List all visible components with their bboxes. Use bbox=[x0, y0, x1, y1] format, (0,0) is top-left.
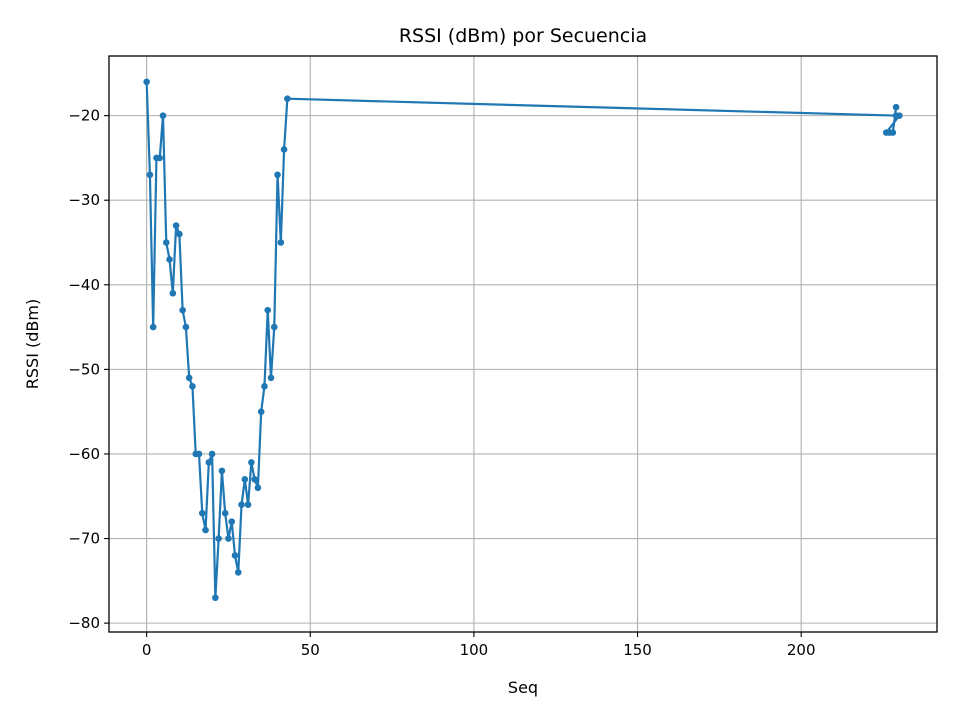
data-point bbox=[166, 256, 173, 263]
chart-title: RSSI (dBm) por Secuencia bbox=[399, 25, 647, 47]
data-point bbox=[159, 112, 167, 119]
x-tick-label: 100 bbox=[460, 641, 489, 659]
series-layer bbox=[143, 78, 903, 602]
data-point bbox=[896, 112, 903, 119]
y-tick-label: −40 bbox=[68, 276, 100, 294]
grid bbox=[109, 56, 937, 632]
data-point bbox=[182, 323, 190, 331]
data-point bbox=[261, 382, 268, 390]
data-point bbox=[270, 323, 278, 331]
data-point bbox=[212, 594, 219, 602]
data-point bbox=[241, 476, 249, 483]
data-point bbox=[198, 509, 206, 517]
data-point bbox=[264, 306, 272, 314]
data-point bbox=[218, 467, 226, 475]
data-point bbox=[221, 509, 229, 517]
data-point bbox=[189, 382, 196, 390]
data-point bbox=[274, 171, 281, 179]
data-point bbox=[248, 459, 255, 466]
data-point bbox=[202, 526, 209, 534]
y-tick-label: −30 bbox=[68, 191, 100, 209]
data-point bbox=[208, 450, 216, 458]
x-tick-label: 200 bbox=[787, 641, 816, 659]
data-point bbox=[169, 289, 177, 297]
data-point bbox=[143, 78, 150, 86]
data-point bbox=[162, 239, 170, 246]
data-point bbox=[267, 374, 275, 382]
data-point bbox=[172, 222, 180, 229]
data-point bbox=[231, 552, 239, 559]
data-point bbox=[892, 103, 900, 111]
data-point bbox=[280, 146, 288, 153]
data-point bbox=[225, 535, 232, 542]
data-point bbox=[149, 323, 157, 331]
y-tick-label: −50 bbox=[68, 360, 100, 378]
data-point bbox=[156, 154, 164, 162]
data-point bbox=[185, 374, 193, 382]
x-tick-label: 0 bbox=[142, 641, 152, 659]
y-tick-label: −60 bbox=[68, 445, 100, 463]
data-point bbox=[254, 484, 262, 492]
data-point bbox=[238, 501, 245, 509]
data-point bbox=[215, 535, 222, 542]
plot-frame bbox=[108, 55, 938, 633]
data-point bbox=[284, 95, 291, 103]
x-tick-label: 50 bbox=[301, 641, 320, 659]
ticks: 0 50 100 150 200 −80 −70 −60 −50 −40 −30 −20 bbox=[68, 107, 815, 659]
y-tick-label: −70 bbox=[68, 530, 100, 548]
data-point bbox=[234, 569, 242, 576]
data-point bbox=[228, 518, 236, 525]
data-point bbox=[244, 501, 252, 509]
x-axis-label: Seq bbox=[508, 678, 538, 697]
data-point bbox=[251, 476, 258, 483]
data-point bbox=[179, 306, 186, 314]
data-point bbox=[889, 129, 897, 136]
data-point bbox=[277, 239, 285, 246]
data-point bbox=[176, 230, 183, 238]
y-tick-label: −20 bbox=[68, 107, 100, 125]
series-line bbox=[145, 81, 901, 599]
data-point bbox=[257, 408, 265, 415]
data-point bbox=[146, 171, 154, 179]
x-tick-label: 150 bbox=[623, 641, 652, 659]
data-point bbox=[195, 450, 203, 458]
y-axis-label: RSSI (dBm) bbox=[23, 299, 42, 389]
y-tick-label: −80 bbox=[68, 614, 100, 632]
data-point bbox=[205, 459, 213, 466]
